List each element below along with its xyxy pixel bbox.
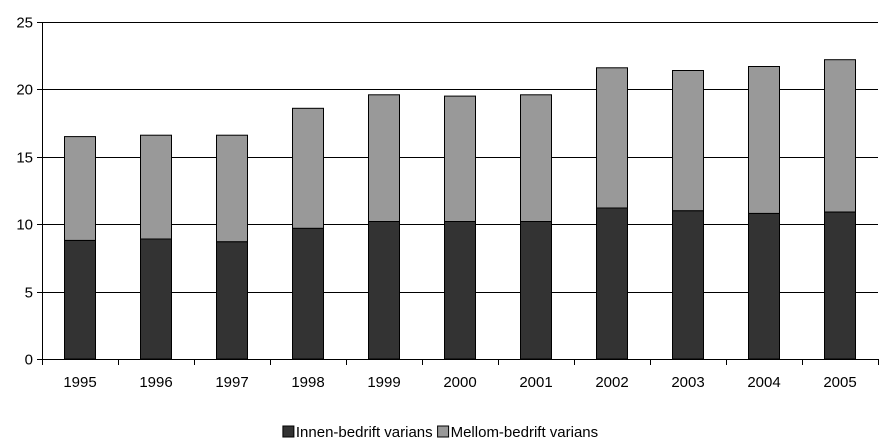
bar-1996-series-0	[140, 238, 172, 360]
bar-1995-series-0	[64, 239, 96, 360]
bar-1998-series-0	[292, 227, 324, 360]
x-tick-label-2001: 2001	[519, 374, 552, 391]
y-tick-label-10: 10	[16, 217, 33, 234]
x-tick-label-1998: 1998	[291, 374, 324, 391]
legend-swatch-innen-bedrift	[282, 425, 295, 438]
bar-2005-series-0	[824, 211, 856, 360]
x-tick-label-2002: 2002	[595, 374, 628, 391]
x-tick-label-2000: 2000	[443, 374, 476, 391]
y-tick-label-15: 15	[16, 150, 33, 167]
legend-label-mellom-bedrift: Mellom-bedrift varians	[451, 424, 599, 441]
y-tick-label-25: 25	[16, 15, 33, 32]
x-tick-labels: 1995 1996 1997 1998 1999 2000 2001 2002 2003 2004…	[63, 374, 856, 391]
bars	[64, 59, 856, 360]
bar-2003-series-1	[672, 70, 704, 212]
bar-2002-series-1	[596, 67, 628, 209]
bar-1995-series-1	[64, 136, 96, 241]
bar-2001-series-1	[520, 94, 552, 222]
legend-label-innen-bedrift: Innen-bedrift varians	[296, 424, 433, 441]
axes	[37, 22, 879, 365]
bar-2003-series-0	[672, 210, 704, 360]
x-tick-label-2003: 2003	[671, 374, 704, 391]
x-tick-label-2005: 2005	[823, 374, 856, 391]
bar-1998-series-1	[292, 107, 324, 229]
bar-1999-series-0	[368, 221, 400, 360]
y-tick-label-0: 0	[25, 352, 33, 369]
x-tick-label-1999: 1999	[367, 374, 400, 391]
x-tick-label-1997: 1997	[215, 374, 248, 391]
legend: Innen-bedrift varians Mellom-bedrift var…	[282, 424, 599, 441]
bar-1997-series-1	[216, 134, 248, 243]
bar-1999-series-1	[368, 94, 400, 222]
bar-2004-series-0	[748, 212, 780, 360]
bar-2005-series-1	[824, 59, 856, 213]
y-tick-label-20: 20	[16, 82, 33, 99]
bar-2000-series-0	[444, 221, 476, 360]
y-tick-labels: 0 5 10 15 20 25	[16, 15, 33, 369]
bar-1997-series-0	[216, 241, 248, 360]
bar-2004-series-1	[748, 66, 780, 214]
legend-swatch-mellom-bedrift	[437, 425, 450, 438]
x-tick-label-1996: 1996	[139, 374, 172, 391]
bar-2001-series-0	[520, 221, 552, 360]
bar-1996-series-1	[140, 134, 172, 240]
bar-2002-series-0	[596, 207, 628, 360]
x-tick-label-2004: 2004	[747, 374, 780, 391]
y-tick-label-5: 5	[25, 285, 33, 302]
x-tick-label-1995: 1995	[63, 374, 96, 391]
bar-2000-series-1	[444, 95, 476, 222]
